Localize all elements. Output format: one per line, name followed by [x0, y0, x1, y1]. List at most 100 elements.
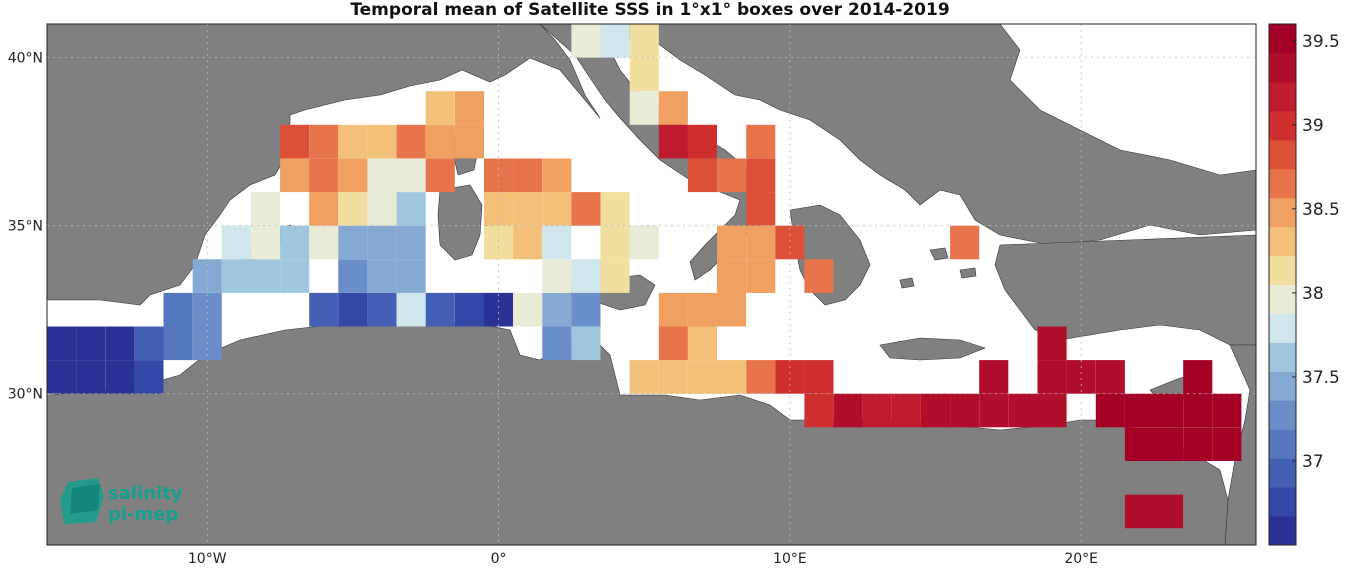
x-tick-label: 0° [491, 551, 507, 567]
colorbar-segment [1269, 371, 1296, 401]
sss-cell [717, 225, 747, 260]
sss-cell [629, 57, 659, 92]
sss-cell [833, 393, 863, 428]
sss-cell [746, 158, 776, 193]
sss-cell [1154, 393, 1184, 428]
sss-cell [687, 326, 717, 361]
sss-cell [338, 259, 368, 293]
sss-cell [513, 292, 543, 327]
sss-cell [513, 192, 543, 226]
logo-line2: pi-mep [108, 504, 178, 525]
sss-cell [47, 326, 77, 361]
sss-cell [1183, 360, 1213, 394]
sss-cell [804, 360, 834, 394]
sss-cell [309, 158, 339, 193]
sss-cell [1066, 360, 1096, 394]
sss-cell [542, 225, 572, 260]
colorbar-segment [1269, 226, 1296, 257]
sss-cell [571, 326, 601, 361]
sss-cell [629, 91, 659, 125]
sss-cell [658, 292, 688, 327]
sss-cell [367, 158, 397, 193]
colorbar-segment [1269, 255, 1296, 285]
sss-cell [950, 225, 980, 260]
sss-cell [513, 225, 543, 260]
sss-cell [1183, 393, 1213, 428]
x-axis-ticks: 10°W 0° 10°E 20°E [188, 551, 1098, 567]
sss-cell [600, 24, 630, 58]
colorbar-tick-label: 39.5 [1302, 32, 1340, 52]
sss-cell [513, 158, 543, 193]
sss-cell [309, 225, 339, 260]
sss-cell [1037, 326, 1067, 361]
sss-cell [717, 292, 747, 327]
sss-cell [542, 292, 572, 327]
colorbar-segment [1269, 139, 1296, 170]
sss-cell [542, 259, 572, 293]
sss-cell [367, 225, 397, 260]
land-aegean-1 [929, 247, 949, 261]
colorbar-tick-label: 38 [1302, 284, 1324, 304]
sss-cell [134, 326, 164, 361]
sss-cell [687, 158, 717, 193]
sss-cell [454, 292, 484, 327]
sss-cell [76, 360, 106, 394]
sss-cell [425, 91, 455, 125]
sss-cell [1124, 393, 1154, 428]
sss-cell [542, 158, 572, 193]
colorbar-segment [1269, 400, 1296, 430]
sss-cell [746, 259, 776, 293]
sss-cell [163, 292, 193, 327]
sss-cell [1154, 494, 1184, 529]
sss-cell [396, 192, 426, 226]
sss-cell [396, 225, 426, 260]
colorbar-tick-label: 39 [1302, 116, 1324, 136]
sss-cell [484, 192, 514, 226]
sss-cell [105, 360, 135, 394]
sss-cell [571, 192, 601, 226]
sss-cell [571, 24, 601, 58]
sss-cell [629, 225, 659, 260]
sss-cell [658, 360, 688, 394]
colorbar-segment [1269, 458, 1296, 488]
y-tick-label: 40°N [8, 51, 43, 67]
sss-cell [47, 360, 77, 394]
sss-cell [629, 360, 659, 394]
sss-cell [1095, 360, 1125, 394]
sss-cell [687, 360, 717, 394]
sss-cell [367, 192, 397, 226]
sss-cell [280, 124, 310, 159]
sss-cell [979, 393, 1009, 428]
sss-cell [338, 292, 368, 327]
sss-cell [76, 326, 106, 361]
colorbar-segment [1269, 487, 1296, 517]
sss-cell [163, 326, 193, 361]
sss-cell [658, 91, 688, 125]
sss-cell [629, 24, 659, 58]
map-title: Temporal mean of Satellite SSS in 1°x1° … [350, 0, 950, 20]
sss-cell [396, 158, 426, 193]
colorbar-segment [1269, 110, 1296, 141]
sss-cell [804, 393, 834, 428]
sss-cell [338, 158, 368, 193]
x-tick-label: 20°E [1064, 551, 1098, 567]
colorbar-segment [1269, 429, 1296, 459]
sss-cell [280, 225, 310, 260]
sss-cell [367, 124, 397, 159]
colorbar-segment [1269, 52, 1296, 83]
sss-cell [280, 158, 310, 193]
sss-cell [891, 393, 921, 428]
colorbar-segment [1269, 197, 1296, 228]
land-crete [879, 337, 986, 361]
sss-cell [1212, 427, 1242, 461]
colorbar-frame [1268, 23, 1297, 546]
sss-cell [804, 259, 834, 293]
sss-cell [367, 292, 397, 327]
sss-cell [221, 225, 251, 260]
sss-cell [425, 124, 455, 159]
sss-cell [280, 259, 310, 293]
colorbar-segment [1269, 342, 1296, 372]
colorbar-segment [1269, 313, 1296, 343]
plot-frame [46, 23, 1257, 546]
logo-line1: salinity [108, 483, 183, 504]
